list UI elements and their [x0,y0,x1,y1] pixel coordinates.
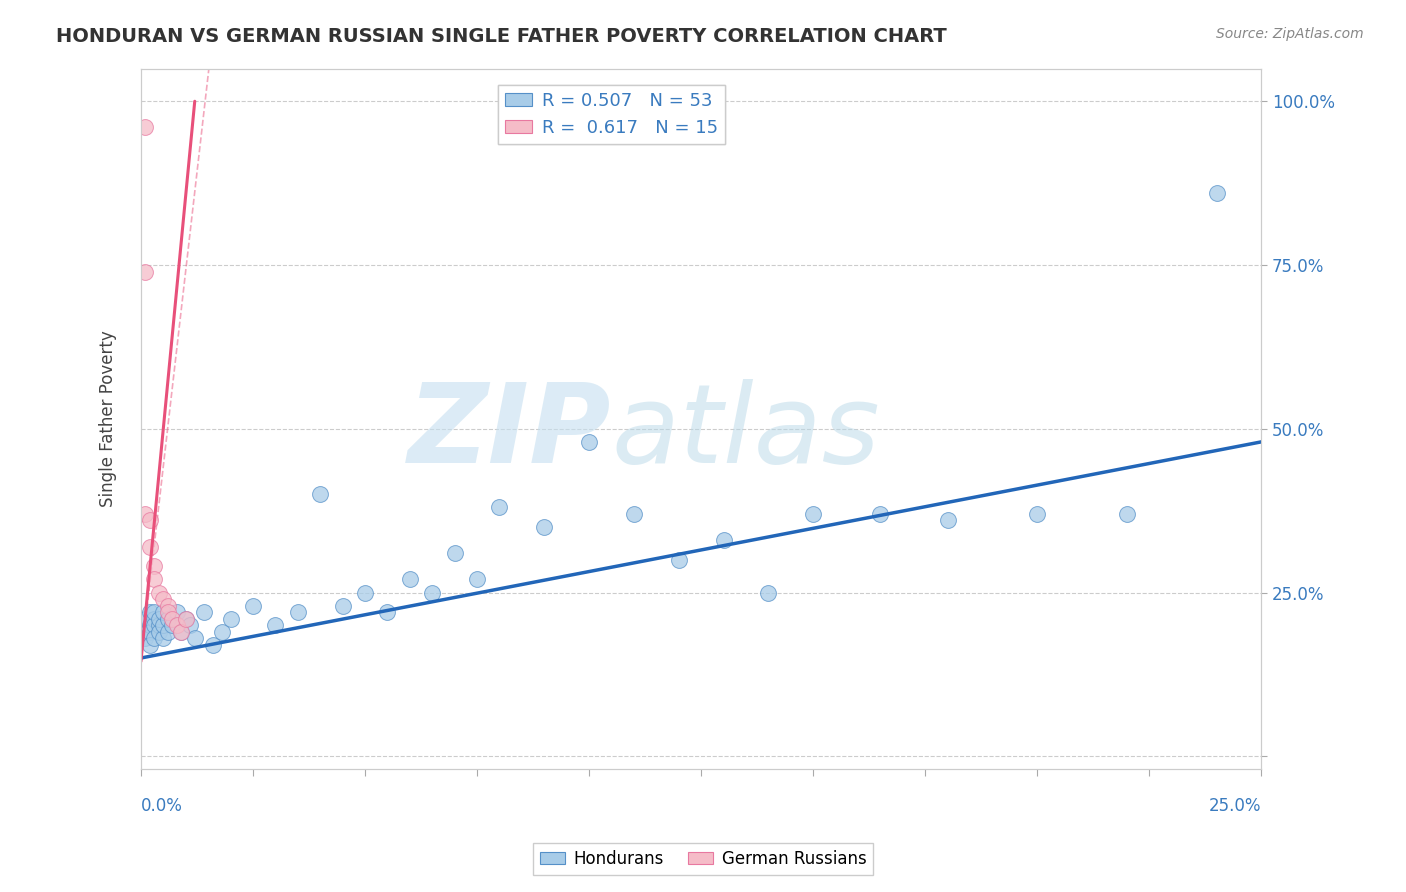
Point [148,624,170,639]
Point [148,585,170,599]
Text: Source: ZipAtlas.com: Source: ZipAtlas.com [1216,27,1364,41]
Point [1026,507,1049,521]
Point [533,520,555,534]
Point [420,585,443,599]
Point [166,618,188,632]
Point [134,507,156,521]
Point [139,513,162,527]
Point [166,605,188,619]
Point [143,573,166,587]
Legend: Hondurans, German Russians: Hondurans, German Russians [533,844,873,875]
Point [264,618,287,632]
Point [1115,507,1137,521]
Text: 0.0%: 0.0% [141,797,183,815]
Point [399,573,422,587]
Point [1205,186,1227,200]
Point [156,599,179,613]
Point [139,540,162,554]
Point [174,612,197,626]
Point [211,624,233,639]
Point [623,507,645,521]
Point [377,605,399,619]
Point [134,264,156,278]
Point [139,624,162,639]
Point [139,638,162,652]
Point [139,618,162,632]
Point [179,618,201,632]
Point [156,612,179,626]
Point [713,533,735,548]
Point [143,632,166,646]
Point [156,605,179,619]
Point [134,120,156,135]
Point [465,573,488,587]
Text: 25.0%: 25.0% [1209,797,1261,815]
Point [332,599,354,613]
Point [936,513,959,527]
Point [201,638,224,652]
Point [143,618,166,632]
Text: HONDURAN VS GERMAN RUSSIAN SINGLE FATHER POVERTY CORRELATION CHART: HONDURAN VS GERMAN RUSSIAN SINGLE FATHER… [56,27,948,45]
Text: atlas: atlas [612,379,880,486]
Point [170,624,193,639]
Text: ZIP: ZIP [408,379,612,486]
Point [309,487,332,501]
Point [443,546,465,560]
Point [148,612,170,626]
Point [143,559,166,574]
Point [148,618,170,632]
Point [668,553,690,567]
Point [193,605,215,619]
Point [578,434,600,449]
Y-axis label: Single Father Poverty: Single Father Poverty [100,331,117,508]
Point [156,624,179,639]
Point [174,612,197,626]
Point [143,612,166,626]
Point [170,624,193,639]
Legend: R = 0.507   N = 53, R =  0.617   N = 15: R = 0.507 N = 53, R = 0.617 N = 15 [498,85,725,144]
Point [219,612,242,626]
Point [152,632,174,646]
Point [134,632,156,646]
Point [287,605,309,619]
Point [162,612,184,626]
Point [152,605,174,619]
Point [162,618,184,632]
Point [139,605,162,619]
Point [758,585,780,599]
Point [152,592,174,607]
Point [143,605,166,619]
Point [242,599,264,613]
Point [184,632,207,646]
Point [869,507,891,521]
Point [134,612,156,626]
Point [488,500,510,515]
Point [152,618,174,632]
Point [354,585,377,599]
Point [134,624,156,639]
Point [801,507,824,521]
